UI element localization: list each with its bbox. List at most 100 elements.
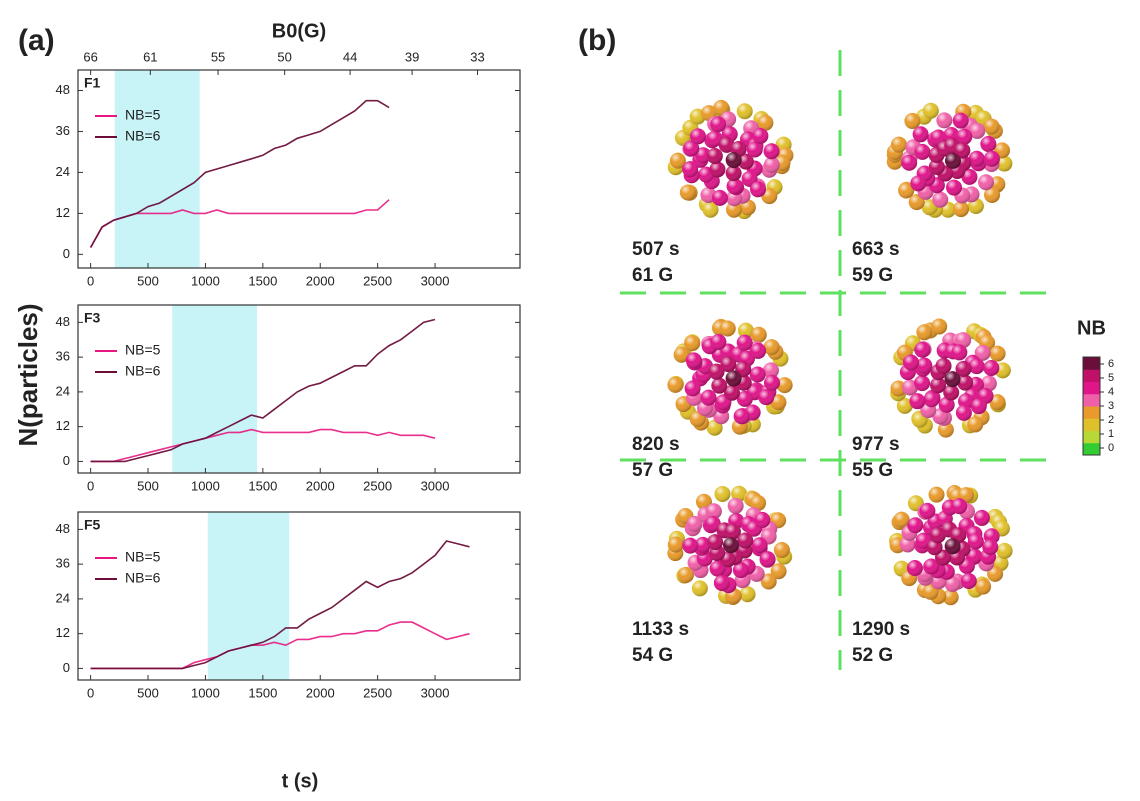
- snapshot-time: 1133 s: [632, 619, 689, 640]
- particle-shine: [723, 384, 740, 401]
- colorbar-tick-label: 1: [1108, 428, 1114, 440]
- particle-shine: [763, 143, 780, 160]
- y-tick-label: 36: [56, 349, 70, 364]
- particle-shine: [702, 201, 719, 218]
- particle-shine: [908, 194, 925, 211]
- particle-shine: [946, 179, 963, 196]
- particle-shine: [901, 154, 918, 171]
- particle-shine: [983, 360, 1000, 377]
- x-tick-label: 2500: [363, 273, 392, 288]
- particle-shine: [718, 136, 735, 153]
- particle-shine: [713, 574, 730, 591]
- cluster: [667, 485, 793, 605]
- snapshot-time: 820 s: [632, 434, 680, 455]
- x-tick-label: 1500: [248, 273, 277, 288]
- particle-shine: [893, 511, 910, 528]
- snapshot-time: 507 s: [632, 239, 680, 260]
- x-tick-label: 1500: [248, 478, 277, 493]
- x-tick-label: 3000: [421, 685, 450, 700]
- particle-shine: [996, 542, 1013, 559]
- particle-shine: [720, 356, 737, 373]
- particle-shine: [669, 152, 686, 169]
- particle-shine: [944, 538, 961, 555]
- particle-shine: [961, 168, 978, 185]
- particle-shine: [737, 153, 754, 170]
- panel-name: F3: [84, 310, 101, 326]
- y-tick-label: 12: [56, 205, 70, 220]
- colorbar-tick-label: 0: [1108, 442, 1114, 454]
- particle-shine: [923, 558, 940, 575]
- particle-shine: [754, 511, 771, 528]
- x-tick-label: 0: [87, 685, 94, 700]
- particle-shine: [773, 541, 790, 558]
- particle-shine: [910, 175, 927, 192]
- particle-shine: [989, 345, 1006, 362]
- particle-shine: [759, 551, 776, 568]
- particle-shine: [695, 147, 712, 164]
- particle-shine: [922, 102, 939, 119]
- particle-shine: [763, 374, 780, 391]
- panel-name: F1: [84, 75, 101, 91]
- particle-shine: [709, 161, 726, 178]
- particle-shine: [705, 503, 722, 520]
- particle-shine: [914, 375, 931, 392]
- x-tick-label: 3000: [421, 273, 450, 288]
- particle-shine: [750, 181, 767, 198]
- particle-shine: [955, 404, 972, 421]
- particle-shine: [700, 389, 717, 406]
- colorbar-title: NB: [1077, 317, 1106, 339]
- particle-shine: [932, 191, 949, 208]
- particle-shine: [960, 572, 977, 589]
- shaded-region: [114, 70, 200, 268]
- particle-shine: [904, 113, 921, 130]
- particle-shine: [912, 126, 929, 143]
- legend-label: NB=6: [125, 570, 161, 586]
- x-axis-label: t (s): [282, 770, 319, 792]
- snapshot-time: 663 s: [852, 239, 900, 260]
- particle-shine: [704, 515, 721, 532]
- legend-label: NB=5: [125, 549, 161, 565]
- legend-label: NB=6: [125, 128, 161, 144]
- particle-shine: [909, 393, 926, 410]
- y-tick-label: 12: [56, 418, 70, 433]
- particle-shine: [978, 174, 995, 191]
- particle-shine: [737, 532, 754, 549]
- particle-shine: [758, 389, 775, 406]
- legend-label: NB=5: [125, 107, 161, 123]
- particle-shine: [967, 416, 984, 433]
- legend-label: NB=5: [125, 342, 161, 358]
- colorbar-band: [1083, 442, 1100, 456]
- particle-shine: [683, 140, 700, 157]
- y-tick-label: 48: [56, 314, 70, 329]
- plot-frame: [77, 69, 521, 269]
- cluster: [890, 318, 1011, 438]
- particle-shine: [708, 363, 725, 380]
- x-tick-label: 0: [87, 478, 94, 493]
- particle-shine: [968, 358, 985, 375]
- cluster: [886, 102, 1013, 218]
- particle-shine: [733, 408, 750, 425]
- particle-shine: [736, 103, 753, 120]
- colorbar-tick-label: 5: [1108, 372, 1114, 384]
- top-tick-label: 55: [211, 49, 225, 64]
- particle-shine: [682, 537, 699, 554]
- particle-shine: [935, 357, 952, 374]
- particle-shine: [928, 486, 945, 503]
- top-axis-label: B0(G): [272, 20, 326, 42]
- y-tick-label: 48: [56, 521, 70, 536]
- series-line: [90, 318, 436, 463]
- particle-shine: [984, 187, 1001, 204]
- particle-shine: [760, 573, 777, 590]
- particle-shine: [727, 497, 744, 514]
- particle-shine: [709, 560, 726, 577]
- particle-shine: [956, 128, 973, 145]
- particle-shine: [967, 533, 984, 550]
- particle-shine: [684, 380, 701, 397]
- top-tick-label: 39: [405, 49, 419, 64]
- dividers: [620, 50, 1060, 670]
- snapshot-field: 54 G: [632, 645, 673, 666]
- y-tick-label: 24: [56, 383, 70, 398]
- panel-name: F5: [84, 517, 101, 533]
- x-tick-label: 2000: [306, 685, 335, 700]
